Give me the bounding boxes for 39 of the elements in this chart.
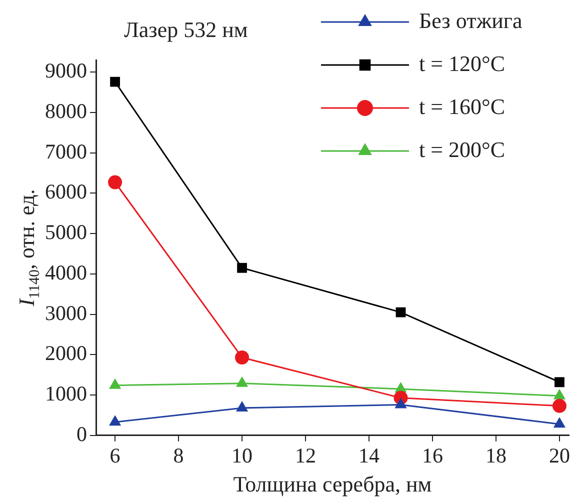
point bbox=[552, 398, 566, 413]
legend-label: t = 120°C bbox=[419, 50, 505, 76]
legend-label: t = 160°C bbox=[419, 94, 505, 119]
y-tick-label: 1000 bbox=[45, 382, 87, 406]
x-tick-label: 8 bbox=[173, 444, 184, 468]
y-axis-title: I1140, отн. ед. bbox=[14, 189, 43, 308]
x-tick-label: 14 bbox=[358, 444, 380, 468]
x-tick-label: 16 bbox=[422, 444, 443, 468]
point bbox=[236, 376, 248, 387]
x-axis-title: Толщина серебра, нм bbox=[233, 472, 432, 497]
point bbox=[108, 415, 122, 426]
point bbox=[554, 377, 564, 388]
x-tick-label: 10 bbox=[232, 444, 253, 468]
y-tick-label: 3000 bbox=[45, 300, 87, 325]
point bbox=[553, 388, 566, 400]
point bbox=[236, 400, 248, 412]
point bbox=[108, 175, 122, 190]
y-tick-label: 9000 bbox=[45, 58, 87, 83]
point bbox=[396, 307, 406, 318]
point bbox=[235, 350, 250, 364]
point bbox=[553, 417, 566, 428]
point bbox=[237, 262, 247, 273]
y-tick-label: 4000 bbox=[45, 260, 87, 284]
legend-label: t = 200°C bbox=[419, 136, 505, 162]
point bbox=[394, 398, 407, 408]
point bbox=[110, 76, 120, 87]
x-tick-label: 20 bbox=[548, 444, 570, 468]
y-tick-label: 5000 bbox=[45, 220, 87, 244]
x-tick-label: 12 bbox=[295, 444, 316, 468]
y-tick-label: 8000 bbox=[45, 98, 87, 123]
point bbox=[108, 378, 122, 389]
text: Лазер 532 нм bbox=[124, 16, 248, 42]
legend-label: Без отжига bbox=[419, 8, 522, 33]
x-tick-label: 6 bbox=[110, 444, 120, 468]
y-tick-label: 0 bbox=[76, 422, 87, 446]
y-tick-label: 6000 bbox=[45, 180, 87, 204]
y-tick-label: 2000 bbox=[45, 341, 87, 366]
y-tick-label: 7000 bbox=[45, 139, 87, 164]
x-tick-label: 18 bbox=[485, 444, 506, 468]
